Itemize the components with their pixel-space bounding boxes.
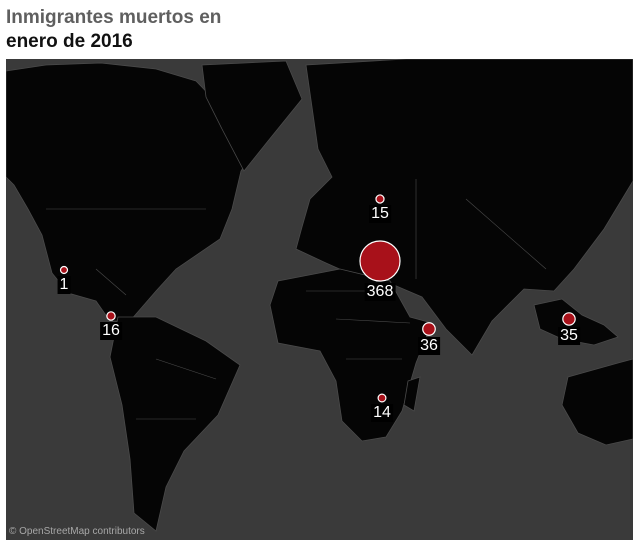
title-line-1: Inmigrantes muertos en	[6, 7, 222, 28]
bubble-label: 1	[57, 275, 71, 294]
bubble-label: 368	[364, 283, 396, 301]
bubble-marker[interactable]	[359, 240, 401, 282]
bubble-label: 15	[369, 205, 391, 224]
bubble-label: 36	[418, 337, 440, 356]
bubble-marker[interactable]	[375, 194, 385, 204]
bubble-marker[interactable]	[59, 265, 69, 275]
bubble-label: 16	[100, 322, 122, 341]
australia-landmass	[561, 358, 633, 446]
basemap	[6, 59, 633, 532]
africa-landmass	[269, 268, 433, 442]
bubble-marker[interactable]	[422, 322, 436, 336]
south-america-landmass	[109, 316, 241, 532]
bubble-marker[interactable]	[106, 311, 116, 321]
greenland-landmass	[201, 60, 303, 172]
bubble-marker[interactable]	[562, 312, 576, 326]
map-title: Inmigrantes muertos en enero de 2016	[6, 6, 221, 54]
north-america-landmass	[6, 62, 269, 322]
bubble-label: 14	[371, 403, 393, 422]
madagascar-landmass	[403, 376, 421, 412]
bubble-marker[interactable]	[377, 393, 387, 403]
bubble-label: 35	[558, 327, 580, 346]
map-attribution: © OpenStreetMap contributors	[9, 526, 145, 537]
title-line-2: enero de 2016	[6, 31, 133, 52]
world-map[interactable]: 1 16 15 368 36 14 35 © OpenStreetMap contribut…	[6, 59, 633, 540]
country-borders	[46, 179, 547, 420]
southeast-asia-islands	[533, 298, 619, 346]
